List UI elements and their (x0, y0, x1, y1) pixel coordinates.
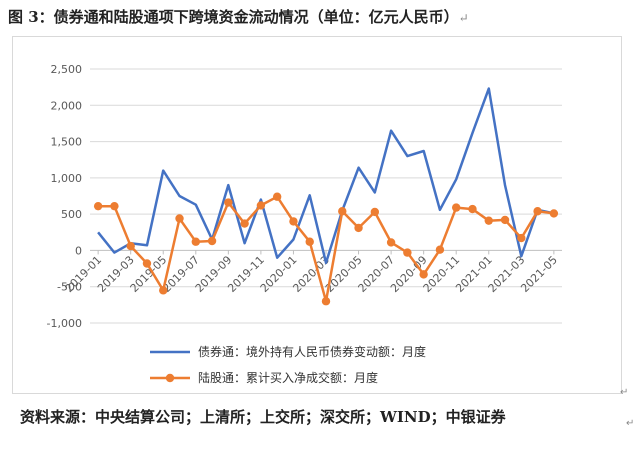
stock-connect-point (142, 259, 152, 268)
stock-connect-point (517, 233, 526, 243)
paragraph-mark: ↵ (626, 418, 634, 429)
stock-connect-point (354, 223, 363, 233)
stock-connect-point (321, 297, 331, 306)
figure-title: 图 3：债券通和陆股通项下跨境资金流动情况（单位：亿元人民币）↵ (8, 8, 469, 26)
paragraph-mark: ↵ (620, 387, 628, 398)
stock-connect-point (240, 219, 249, 228)
stock-connect-point (110, 201, 119, 211)
chart-frame (12, 36, 622, 394)
source-note: 资料来源：中央结算公司；上清所；上交所；深交所；WIND；中银证券 (20, 408, 506, 426)
stock-connect-point (435, 245, 445, 254)
stock-connect-point (468, 204, 477, 214)
paragraph-mark: ↵ (458, 11, 469, 25)
stock-connect-point (272, 192, 282, 201)
bond-connect-line (97, 87, 555, 265)
y-tick-label: 1,500 (51, 136, 83, 149)
stock-connect-point (305, 237, 314, 246)
stock-connect-point (338, 207, 347, 216)
stock-connect-point (224, 198, 233, 207)
stock-connect-point (403, 248, 412, 257)
stock-connect-point (175, 214, 184, 223)
y-tick-label: 500 (61, 208, 82, 221)
stock-connect-point (207, 236, 217, 246)
y-tick-label: 2,500 (51, 63, 83, 76)
y-tick-label: -1,000 (47, 317, 82, 330)
stock-connect-point (549, 209, 559, 218)
stock-connect-point (126, 241, 135, 251)
stock-connect-point (500, 215, 510, 225)
stock-connect-point (484, 216, 493, 225)
legend-stock-marker (165, 373, 175, 383)
y-tick-label: 0 (75, 244, 82, 257)
stock-connect-point (159, 286, 168, 295)
y-tick-label: 1,000 (51, 172, 83, 185)
legend-stock-label: 陆股通：累计买入净成交额：月度 (198, 370, 378, 385)
stock-connect-point (452, 203, 461, 212)
stock-connect-point (191, 237, 200, 246)
stock-connect-point (386, 238, 396, 247)
stock-connect-point (533, 207, 542, 216)
stock-connect-point (289, 217, 298, 226)
stock-connect-point (419, 270, 428, 279)
y-tick-label: -500 (57, 281, 82, 294)
stock-connect-point (93, 201, 103, 211)
x-tick-label: 2021-05 (518, 253, 560, 295)
legend-bond-label: 债券通：境外持有人民币债券变动额：月度 (198, 344, 426, 359)
stock-connect-point (370, 207, 380, 217)
y-tick-label: 2,000 (51, 99, 83, 112)
stock-connect-point (256, 201, 266, 210)
